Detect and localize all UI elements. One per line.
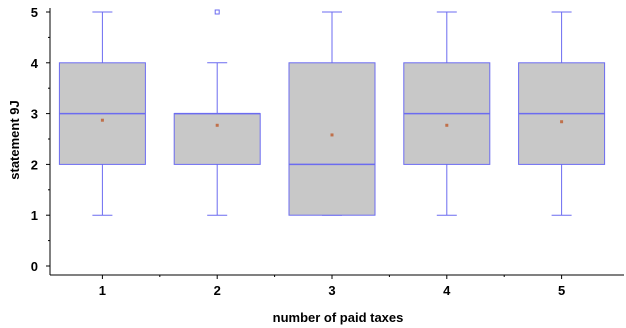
y-tick-0: 0 [31,259,50,274]
mean-marker [100,118,104,122]
outlier-point [214,9,220,15]
y-tick-label: 1 [31,208,38,223]
x-axis-title: number of paid taxes [273,310,404,325]
y-tick-3: 3 [31,107,50,122]
x-tick-label-3: 3 [328,283,335,298]
box-5 [518,11,606,216]
box-3 [288,11,376,216]
box-4 [403,11,491,216]
mean-marker [560,120,564,124]
mean-marker [215,123,219,127]
x-tick-label-4: 4 [443,283,451,298]
x-tick-label-2: 2 [214,283,221,298]
mean-marker [445,123,449,127]
y-axis-title: statement 9J [7,100,22,179]
y-tick-2: 2 [31,157,50,172]
y-tick-label: 0 [31,259,38,274]
y-tick-label: 5 [31,5,38,20]
y-tick-label: 4 [31,56,39,71]
y-tick-label: 2 [31,157,38,172]
iqr-box [288,62,376,216]
y-axis-ticks: 0 1 2 3 4 5 [31,5,50,274]
plot-area: 0 1 2 3 4 5 1 2 3 4 5 [31,5,624,298]
box-series [58,9,606,216]
x-tick-label-1: 1 [99,283,106,298]
y-tick-label: 3 [31,107,38,122]
iqr-box [173,113,261,165]
x-tick-label-5: 5 [558,283,565,298]
y-tick-4: 4 [31,56,50,71]
mean-marker [330,133,334,137]
box-2 [173,9,261,216]
box-1 [58,11,146,216]
x-axis-ticks: 1 2 3 4 5 [99,275,565,298]
y-tick-5: 5 [31,5,50,20]
y-tick-1: 1 [31,208,50,223]
